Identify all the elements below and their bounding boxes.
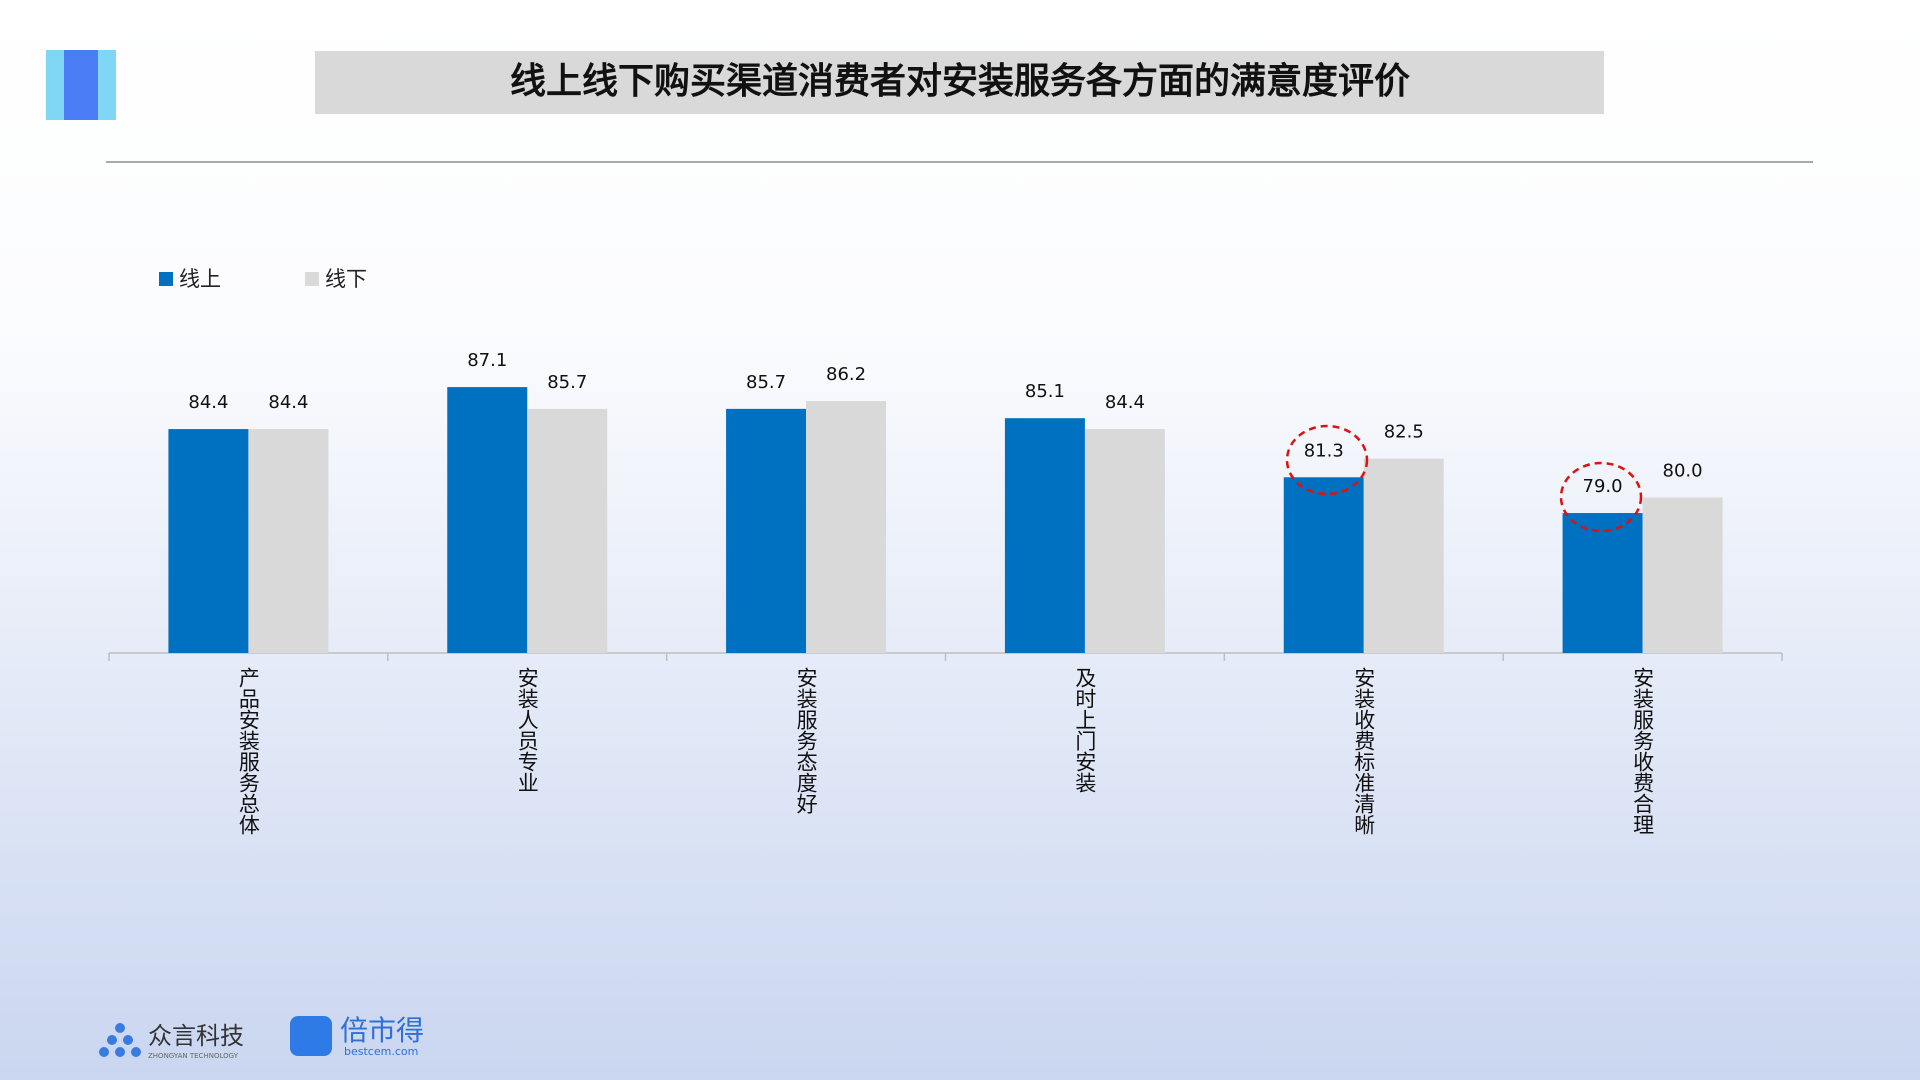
value-label: 85.1 bbox=[1025, 381, 1065, 402]
footer: 众言科技 ZHONGYAN TECHNOLOGY 倍市得 bestcem.com bbox=[99, 1014, 424, 1060]
bar bbox=[1084, 429, 1165, 653]
value-label: 85.7 bbox=[746, 372, 786, 393]
brand2-name: 倍市得 bbox=[340, 1014, 424, 1047]
bar bbox=[1562, 513, 1643, 653]
value-label: 79.0 bbox=[1583, 476, 1623, 497]
bar bbox=[1363, 458, 1444, 653]
bar bbox=[527, 408, 608, 653]
title-bar bbox=[315, 51, 1604, 114]
x-tick-label: 安装服务态度好 bbox=[794, 667, 818, 814]
bar bbox=[168, 429, 249, 653]
value-label: 80.0 bbox=[1663, 461, 1703, 482]
brand1-name: 众言科技 bbox=[148, 1022, 244, 1050]
legend-swatch bbox=[159, 272, 173, 286]
highlight-circle bbox=[1559, 461, 1643, 533]
legend-label: 线下 bbox=[325, 267, 367, 291]
brand1-sub: ZHONGYAN TECHNOLOGY bbox=[148, 1052, 239, 1060]
x-tick-label: 产品安装服务总体 bbox=[236, 667, 260, 835]
bar bbox=[447, 387, 528, 653]
value-label: 87.1 bbox=[467, 350, 507, 371]
chart: 线上 线下 84.4 84.4 产品安装服务总体 87.1 85.7 安装人员专业 85.7 86… bbox=[108, 267, 1783, 835]
legend-label: 线上 bbox=[179, 267, 221, 291]
brand2-logo bbox=[290, 1016, 332, 1056]
chart-title: 线上线下购买渠道消费者对安装服务各方面的满意度评价 bbox=[510, 61, 1410, 102]
header-icon bbox=[46, 50, 116, 120]
value-label: 82.5 bbox=[1384, 422, 1424, 443]
x-tick-label: 安装人员专业 bbox=[515, 667, 539, 793]
value-label: 81.3 bbox=[1304, 440, 1344, 461]
bar bbox=[1642, 497, 1723, 653]
bar bbox=[248, 429, 329, 653]
legend-swatch bbox=[305, 272, 319, 286]
x-tick-label: 及时上门安装 bbox=[1073, 667, 1097, 793]
value-label: 84.4 bbox=[188, 392, 228, 413]
x-tick-label: 安装服务收费合理 bbox=[1631, 667, 1655, 835]
value-label: 86.2 bbox=[826, 364, 866, 385]
highlight-circle bbox=[1285, 424, 1369, 496]
x-tick-label: 安装收费标准清晰 bbox=[1352, 667, 1376, 835]
bar bbox=[726, 408, 807, 653]
brand2-sub: bestcem.com bbox=[344, 1045, 418, 1058]
bar bbox=[806, 401, 887, 653]
bar bbox=[1004, 418, 1085, 653]
value-label: 84.4 bbox=[268, 392, 308, 413]
brand1-logo bbox=[99, 1023, 141, 1057]
value-label: 84.4 bbox=[1105, 392, 1145, 413]
bar bbox=[1283, 477, 1364, 653]
value-label: 85.7 bbox=[547, 372, 587, 393]
